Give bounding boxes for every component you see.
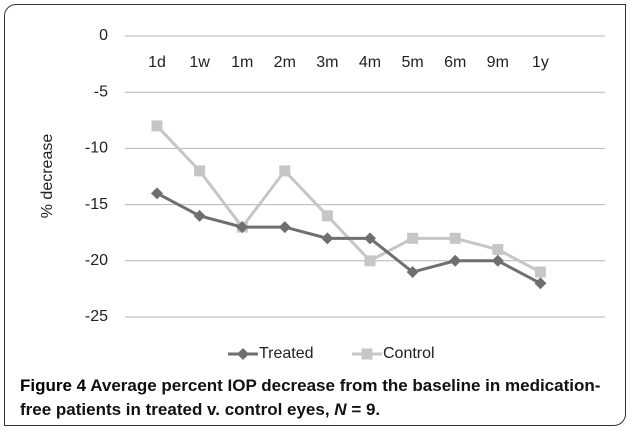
x-tick-label: 5m <box>401 54 423 71</box>
x-tick-label: 9m <box>487 54 509 71</box>
data-point <box>407 232 419 244</box>
data-point <box>491 254 504 267</box>
y-tick-label: -25 <box>85 308 108 325</box>
data-point <box>364 255 376 267</box>
x-tick-label: 2m <box>274 54 296 71</box>
y-axis-label: % decrease <box>39 134 56 219</box>
data-point <box>279 165 291 177</box>
y-tick-label: -20 <box>85 252 108 269</box>
y-tick-label: -15 <box>85 196 108 213</box>
x-tick-label: 1y <box>532 54 549 71</box>
data-point <box>321 232 334 245</box>
x-tick-label: 4m <box>359 54 381 71</box>
y-tick-label: -10 <box>85 140 108 157</box>
data-point <box>151 120 163 132</box>
data-point <box>194 165 206 177</box>
data-point <box>278 221 291 234</box>
legend-marker <box>361 348 373 360</box>
data-point <box>236 221 249 234</box>
legend-label: Control <box>383 345 435 362</box>
frame <box>4 4 626 426</box>
caption: Figure 4 Average percent IOP decrease fr… <box>20 374 620 422</box>
data-point <box>534 277 547 290</box>
caption-suffix: = 9. <box>351 400 381 419</box>
data-point <box>321 210 333 222</box>
x-tick-label: 1d <box>148 54 166 71</box>
caption-label: Figure 4 <box>20 376 87 395</box>
data-point <box>449 232 461 244</box>
legend-marker <box>237 348 249 360</box>
data-point <box>534 266 546 278</box>
data-point <box>151 187 163 200</box>
legend-label: Treated <box>259 345 314 362</box>
data-point <box>449 254 462 267</box>
x-tick-label: 3m <box>316 54 338 71</box>
y-tick-label: -5 <box>94 83 108 100</box>
y-tick-label: 0 <box>99 27 108 44</box>
caption-variable: N <box>334 400 347 419</box>
series-line <box>156 192 542 285</box>
data-point <box>193 209 206 222</box>
series-line <box>155 124 542 274</box>
data-point <box>406 266 419 279</box>
x-tick-label: 1w <box>189 54 210 71</box>
x-tick-label: 6m <box>444 54 466 71</box>
caption-text: Average percent IOP decrease from the ba… <box>20 376 601 419</box>
x-tick-label: 1m <box>231 54 253 71</box>
data-point <box>364 232 376 245</box>
data-point <box>492 244 504 256</box>
